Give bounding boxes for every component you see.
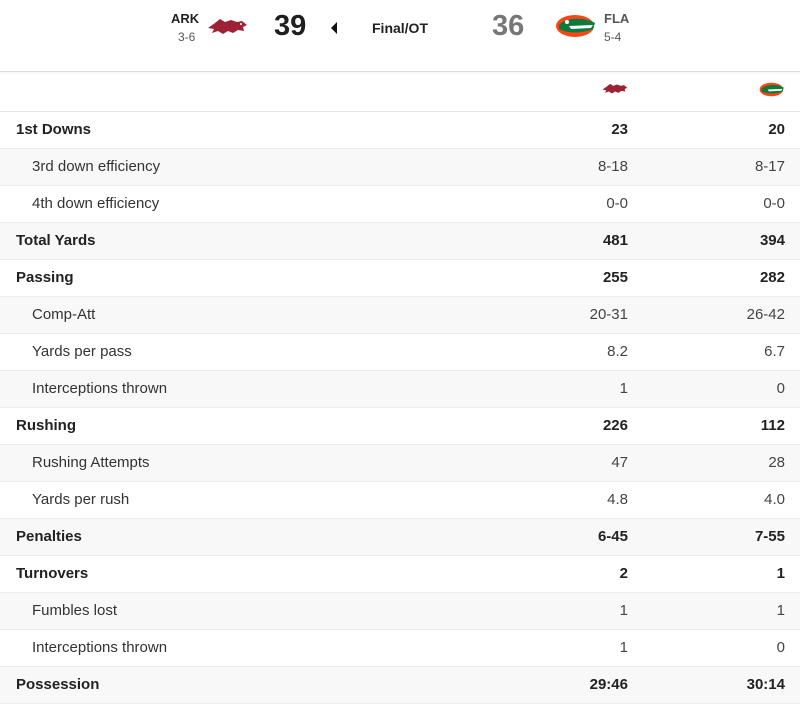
stat-label: Total Yards: [16, 232, 96, 249]
stat-row: Total Yards 481 394: [0, 223, 800, 260]
razorback-logo-icon: [601, 82, 628, 101]
stat-row: Yards per pass 8.2 6.7: [0, 334, 800, 371]
stat-label: Turnovers: [16, 565, 89, 582]
game-status: Final/OT: [372, 20, 428, 36]
away-stat-value: 20-31: [589, 306, 628, 323]
stat-label: Rushing: [16, 417, 76, 434]
stat-row: Yards per rush 4.8 4.0: [0, 482, 800, 519]
stat-row: Turnovers 2 1: [0, 556, 800, 593]
away-team-record: 3-6: [178, 30, 196, 44]
away-stat-value: 6-45: [597, 528, 628, 545]
stat-row: Possession 29:46 30:14: [0, 667, 800, 704]
stat-row: Passing 255 282: [0, 260, 800, 297]
away-stat-value: 2: [619, 565, 628, 582]
away-stat-value: 23: [611, 121, 628, 138]
home-stat-value: 1: [776, 602, 785, 619]
away-stat-value: 47: [611, 454, 628, 471]
home-stat-value: 0: [776, 639, 785, 656]
gator-logo-icon: [759, 81, 785, 103]
home-stat-value: 26-42: [746, 306, 785, 323]
away-stat-value: 29:46: [589, 676, 628, 693]
home-stat-value: 6.7: [764, 343, 785, 360]
razorback-logo-icon[interactable]: [206, 16, 248, 43]
home-stat-value: 282: [759, 269, 785, 286]
stat-label: Yards per rush: [32, 491, 130, 508]
home-stat-value: 8-17: [754, 158, 785, 175]
home-stat-value: 0-0: [763, 195, 785, 212]
away-stat-value: 8-18: [597, 158, 628, 175]
team-logo-row: [0, 72, 800, 112]
home-stat-value: 1: [776, 565, 785, 582]
away-stat-value: 0-0: [606, 195, 628, 212]
stat-label: Interceptions thrown: [32, 380, 168, 397]
game-header: ARK 3-6 39 Final/OT 36 FLA 5-4: [0, 0, 800, 72]
stat-row: Rushing 226 112: [0, 408, 800, 445]
stat-row: 4th down efficiency 0-0 0-0: [0, 186, 800, 223]
stat-row: 3rd down efficiency 8-18 8-17: [0, 149, 800, 186]
home-stat-value: 394: [759, 232, 785, 249]
home-stat-value: 28: [768, 454, 785, 471]
home-stat-value: 7-55: [754, 528, 785, 545]
stat-row: Rushing Attempts 47 28: [0, 445, 800, 482]
stat-row: Comp-Att 20-31 26-42: [0, 297, 800, 334]
stat-label: 1st Downs: [16, 121, 92, 138]
away-stat-value: 4.8: [607, 491, 628, 508]
stat-row: Interceptions thrown 1 0: [0, 630, 800, 667]
home-stat-value: 0: [776, 380, 785, 397]
home-score: 36: [492, 10, 525, 42]
stat-label: Penalties: [16, 528, 82, 545]
away-stat-value: 481: [602, 232, 628, 249]
stat-row: Penalties 6-45 7-55: [0, 519, 800, 556]
away-team-abbr[interactable]: ARK: [171, 11, 200, 26]
away-stat-value: 1: [619, 639, 628, 656]
home-team-record: 5-4: [604, 30, 622, 44]
home-stat-value: 30:14: [746, 676, 785, 693]
away-stat-value: 255: [602, 269, 628, 286]
away-stat-value: 1: [619, 602, 628, 619]
home-team-abbr[interactable]: FLA: [604, 11, 630, 26]
home-stat-value: 4.0: [764, 491, 785, 508]
away-stat-value: 1: [619, 380, 628, 397]
away-stat-value: 8.2: [607, 343, 628, 360]
stat-row: 1st Downs 23 20: [0, 112, 800, 149]
home-stat-value: 112: [760, 417, 785, 434]
away-stat-value: 226: [602, 417, 628, 434]
away-score: 39: [274, 10, 307, 42]
stat-label: Interceptions thrown: [32, 639, 168, 656]
stat-label: Comp-Att: [32, 306, 96, 323]
stat-label: Fumbles lost: [32, 602, 118, 619]
stat-label: Rushing Attempts: [32, 454, 150, 471]
stat-row: Interceptions thrown 1 0: [0, 371, 800, 408]
stat-label: 3rd down efficiency: [32, 158, 161, 175]
caret-left-icon: [331, 22, 337, 34]
stat-label: Yards per pass: [32, 343, 132, 360]
gator-logo-icon[interactable]: [555, 13, 597, 44]
home-stat-value: 20: [768, 121, 785, 138]
team-stats-table: 1st Downs 23 20 3rd down efficiency 8-18 8-17…: [0, 112, 800, 704]
stat-label: 4th down efficiency: [32, 195, 160, 212]
stat-label: Possession: [16, 676, 100, 693]
stat-row: Fumbles lost 1 1: [0, 593, 800, 630]
stat-label: Passing: [16, 269, 74, 286]
